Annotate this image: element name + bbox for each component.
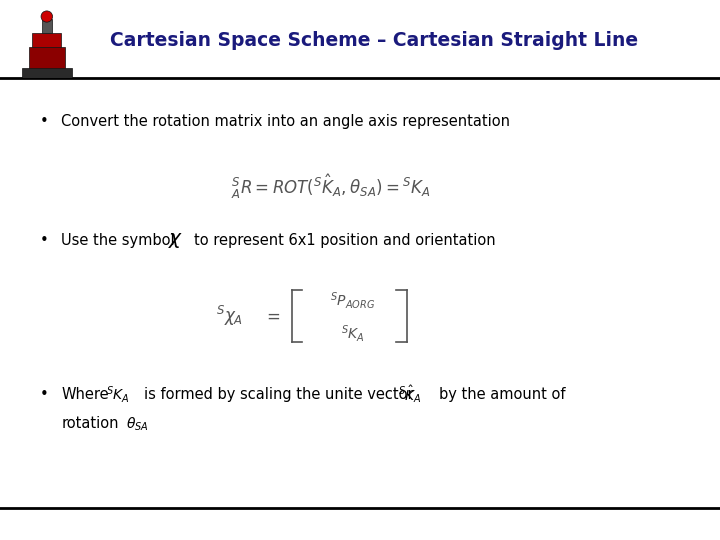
Text: Cartesian Space Scheme – Cartesian Straight Line: Cartesian Space Scheme – Cartesian Strai…: [110, 31, 639, 50]
Bar: [22, 68, 72, 78]
Text: is formed by scaling the unite vector: is formed by scaling the unite vector: [144, 387, 413, 402]
Text: •: •: [40, 114, 48, 129]
Text: rotation: rotation: [61, 416, 119, 431]
Circle shape: [41, 11, 53, 22]
Text: by the amount of: by the amount of: [439, 387, 566, 402]
Text: Use the symbol: Use the symbol: [61, 233, 175, 248]
Text: •: •: [40, 387, 48, 402]
Text: ${}^{S}K_{A}$: ${}^{S}K_{A}$: [106, 384, 130, 404]
Text: ${}^{S}K_{A}$: ${}^{S}K_{A}$: [341, 323, 365, 343]
Text: ${}^{S}\hat{K}_{A}$: ${}^{S}\hat{K}_{A}$: [398, 383, 422, 405]
Text: Where: Where: [61, 387, 109, 402]
Text: •: •: [40, 233, 48, 248]
Text: Convert the rotation matrix into an angle axis representation: Convert the rotation matrix into an angl…: [61, 114, 510, 129]
Text: $\theta_{SA}$: $\theta_{SA}$: [126, 415, 148, 433]
Bar: [32, 32, 61, 47]
Text: $\chi$: $\chi$: [168, 231, 183, 250]
Text: $=$: $=$: [263, 307, 280, 325]
Bar: [42, 18, 52, 32]
Text: to represent 6x1 position and orientation: to represent 6x1 position and orientatio…: [194, 233, 496, 248]
Text: ${}^{S}\chi_{A}$: ${}^{S}\chi_{A}$: [216, 304, 243, 328]
Bar: [29, 47, 65, 68]
Text: ${}^{S}P_{AORG}$: ${}^{S}P_{AORG}$: [330, 291, 375, 311]
Text: ${}^{S}_{A}R = ROT({}^{S}\hat{K}_{A},\theta_{SA}) = {}^{S}K_{A}$: ${}^{S}_{A}R = ROT({}^{S}\hat{K}_{A},\th…: [231, 172, 431, 200]
